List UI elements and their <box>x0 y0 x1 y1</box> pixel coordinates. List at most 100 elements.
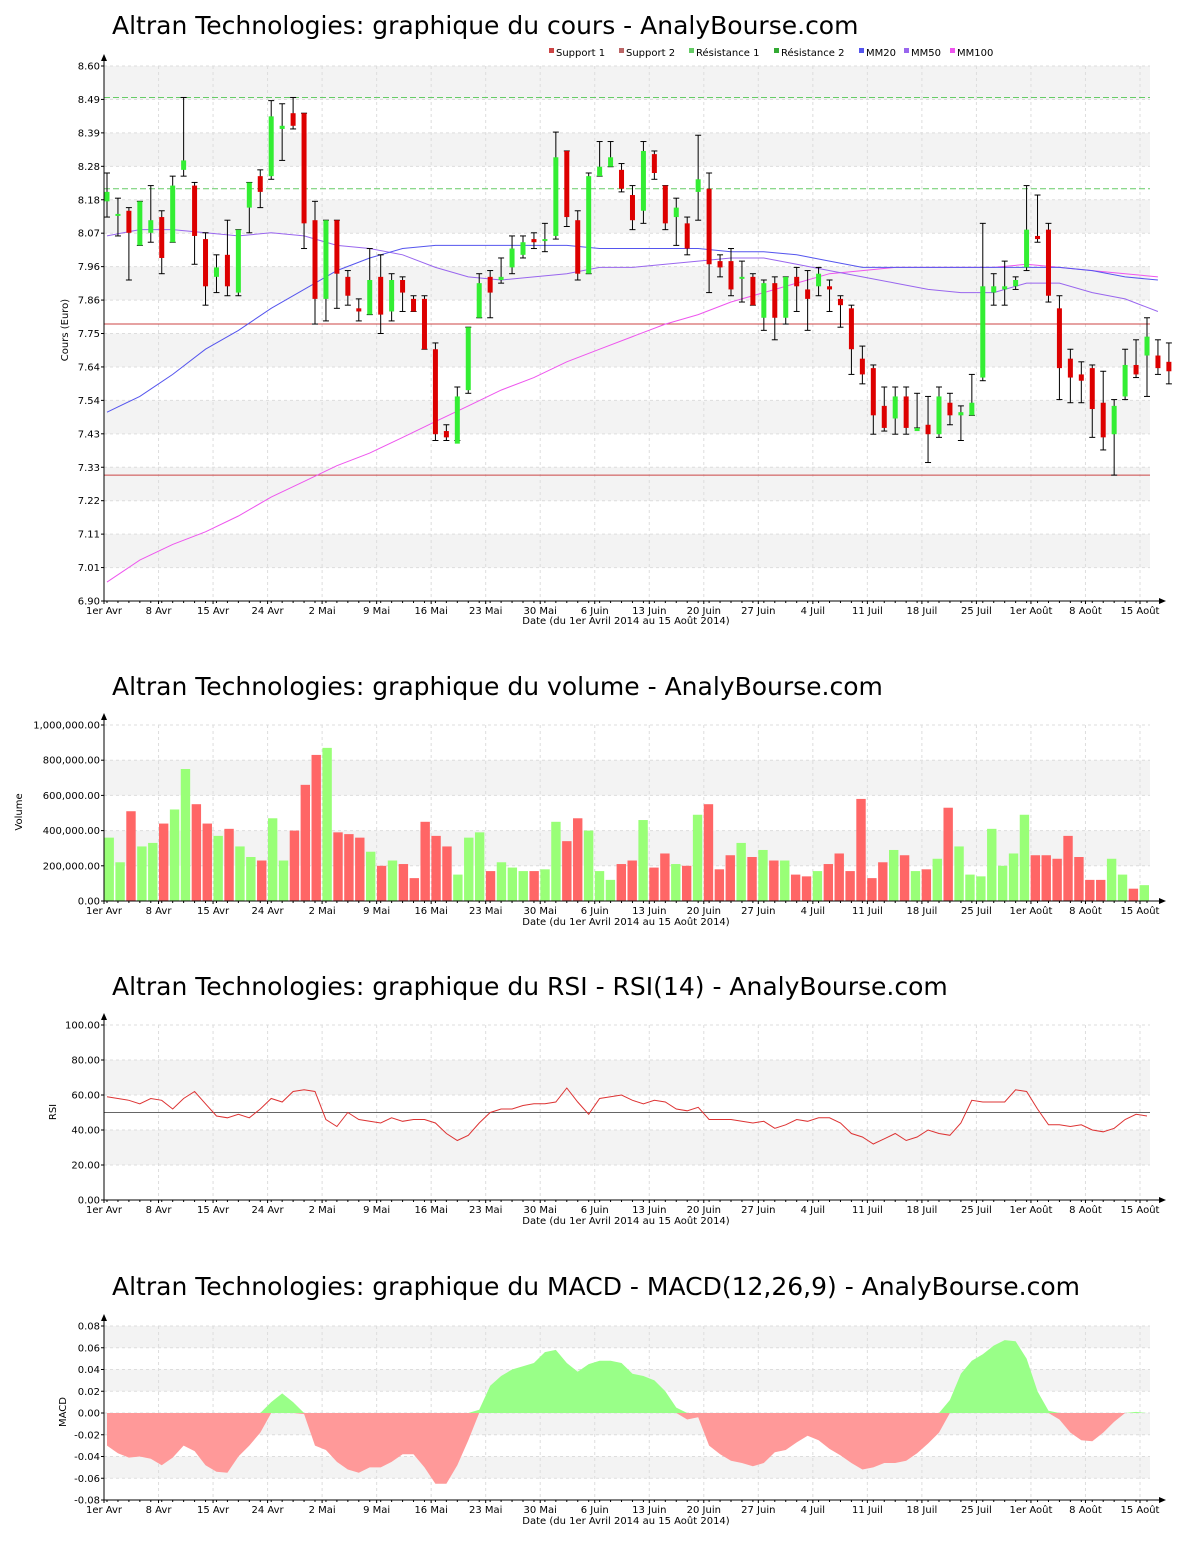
candle-body <box>1056 308 1062 369</box>
candle-body <box>619 169 625 189</box>
y-tick-label: 0.00 <box>78 1196 100 1207</box>
candle-body <box>881 405 887 428</box>
x-tick-label: 24 Avr <box>251 1205 284 1216</box>
volume-bar <box>583 830 594 901</box>
x-tick-label: 9 Mai <box>363 1505 390 1516</box>
candle <box>695 134 702 221</box>
volume-bar <box>725 855 735 901</box>
legend-label: Résistance 2 <box>781 47 844 59</box>
candle <box>728 248 734 297</box>
macd-negative-area <box>107 1413 1147 1484</box>
candle-body <box>651 154 657 173</box>
x-tick-label: 8 Avr <box>146 1505 173 1516</box>
candle-body <box>717 261 723 268</box>
y-tick-label: 800,000.00 <box>43 756 100 767</box>
volume-bar <box>1019 814 1030 901</box>
candle <box>651 150 658 180</box>
x-tick-label: 15 Avr <box>197 606 230 617</box>
y-tick-label: 40.00 <box>71 1126 100 1137</box>
candle <box>333 219 340 309</box>
volume-bar <box>246 857 256 901</box>
macd-y-label: MACD <box>58 1397 69 1427</box>
candle-body <box>597 166 603 177</box>
x-tick-label: 15 Avr <box>197 1505 230 1516</box>
volume-bar <box>910 871 921 901</box>
grid-band <box>104 400 1150 434</box>
candle <box>104 172 110 218</box>
volume-bar <box>137 846 147 901</box>
volume-bar <box>681 865 692 901</box>
candle <box>158 210 165 275</box>
y-tick-label: 7.43 <box>78 429 100 440</box>
x-tick-label: 27 Juin <box>741 606 775 617</box>
volume-bar <box>1041 855 1051 901</box>
candle <box>892 386 899 435</box>
y-tick-label: 100.00 <box>65 1021 100 1032</box>
x-tick-label: 2 Mai <box>309 906 336 917</box>
candle <box>366 248 373 316</box>
y-tick-label: 7.75 <box>78 329 100 340</box>
candle <box>465 326 472 394</box>
legend-swatch <box>859 48 864 53</box>
candle <box>1078 361 1085 404</box>
candle <box>290 96 297 130</box>
volume-bar <box>104 837 114 901</box>
y-tick-label: -0.06 <box>74 1474 100 1485</box>
volume-bar <box>289 830 300 901</box>
candle-body <box>772 283 778 318</box>
x-tick-label: 16 Mai <box>414 1205 447 1216</box>
legend-label: MM50 <box>911 48 941 59</box>
candle-body <box>608 157 614 167</box>
candle-body <box>1155 355 1161 369</box>
candle-body <box>1035 235 1041 240</box>
candle <box>596 141 603 177</box>
y-axis-arrow <box>101 713 107 720</box>
x-tick-label: 16 Mai <box>414 1505 447 1516</box>
candle-body <box>454 396 460 444</box>
x-tick-label: 8 Août <box>1069 1504 1102 1516</box>
x-tick-label: 9 Mai <box>363 606 390 617</box>
legend-swatch <box>904 48 909 53</box>
y-tick-label: 8.49 <box>78 95 100 106</box>
volume-bar <box>823 864 834 901</box>
candle-body <box>213 267 219 277</box>
y-tick-label: 8.60 <box>78 62 100 73</box>
y-tick-label: 7.54 <box>78 396 100 407</box>
rsi-chart-title: Altran Technologies: graphique du RSI - … <box>112 972 948 1001</box>
volume-bar <box>758 849 768 901</box>
candle-body <box>903 396 909 428</box>
candle-body <box>684 223 690 249</box>
x-tick-label: 24 Avr <box>251 1505 284 1516</box>
candle <box>312 200 318 325</box>
x-tick-label: 9 Mai <box>363 906 390 917</box>
candle-body <box>1002 286 1008 290</box>
legend-label: MM20 <box>866 48 896 59</box>
volume-bar <box>573 818 583 901</box>
x-tick-label: 2 Mai <box>309 1205 336 1216</box>
volume-x-ticks: 1er Avr 8 Avr 15 Avr 24 Avr 2 Mai 9 Mai 16 Mai… <box>86 901 1160 917</box>
volume-bar <box>376 865 387 901</box>
grid-band <box>104 1130 1150 1165</box>
volume-bar <box>442 846 452 901</box>
candle <box>706 172 713 294</box>
legend-swatch <box>549 48 554 53</box>
volume-bar <box>344 834 354 901</box>
candle <box>946 392 953 426</box>
x-tick-label: 24 Avr <box>251 606 284 617</box>
y-tick-label: 7.33 <box>78 463 100 474</box>
candle-body <box>443 431 449 438</box>
x-tick-label: 15 Août <box>1121 1204 1160 1216</box>
candle-body <box>925 424 931 435</box>
volume-bar <box>398 864 409 901</box>
candle-body <box>848 308 854 350</box>
volume-bar <box>1139 885 1149 901</box>
x-tick-label: 1er Août <box>1010 605 1053 617</box>
candle-body <box>203 239 209 287</box>
candle-body <box>586 176 592 274</box>
grid-band <box>104 132 1150 167</box>
macd-positive-area <box>107 1340 1147 1413</box>
price-chart-title: Altran Technologies: graphique du cours … <box>112 11 858 40</box>
x-tick-label: 30 Mai <box>523 1205 556 1216</box>
candle <box>629 185 636 231</box>
